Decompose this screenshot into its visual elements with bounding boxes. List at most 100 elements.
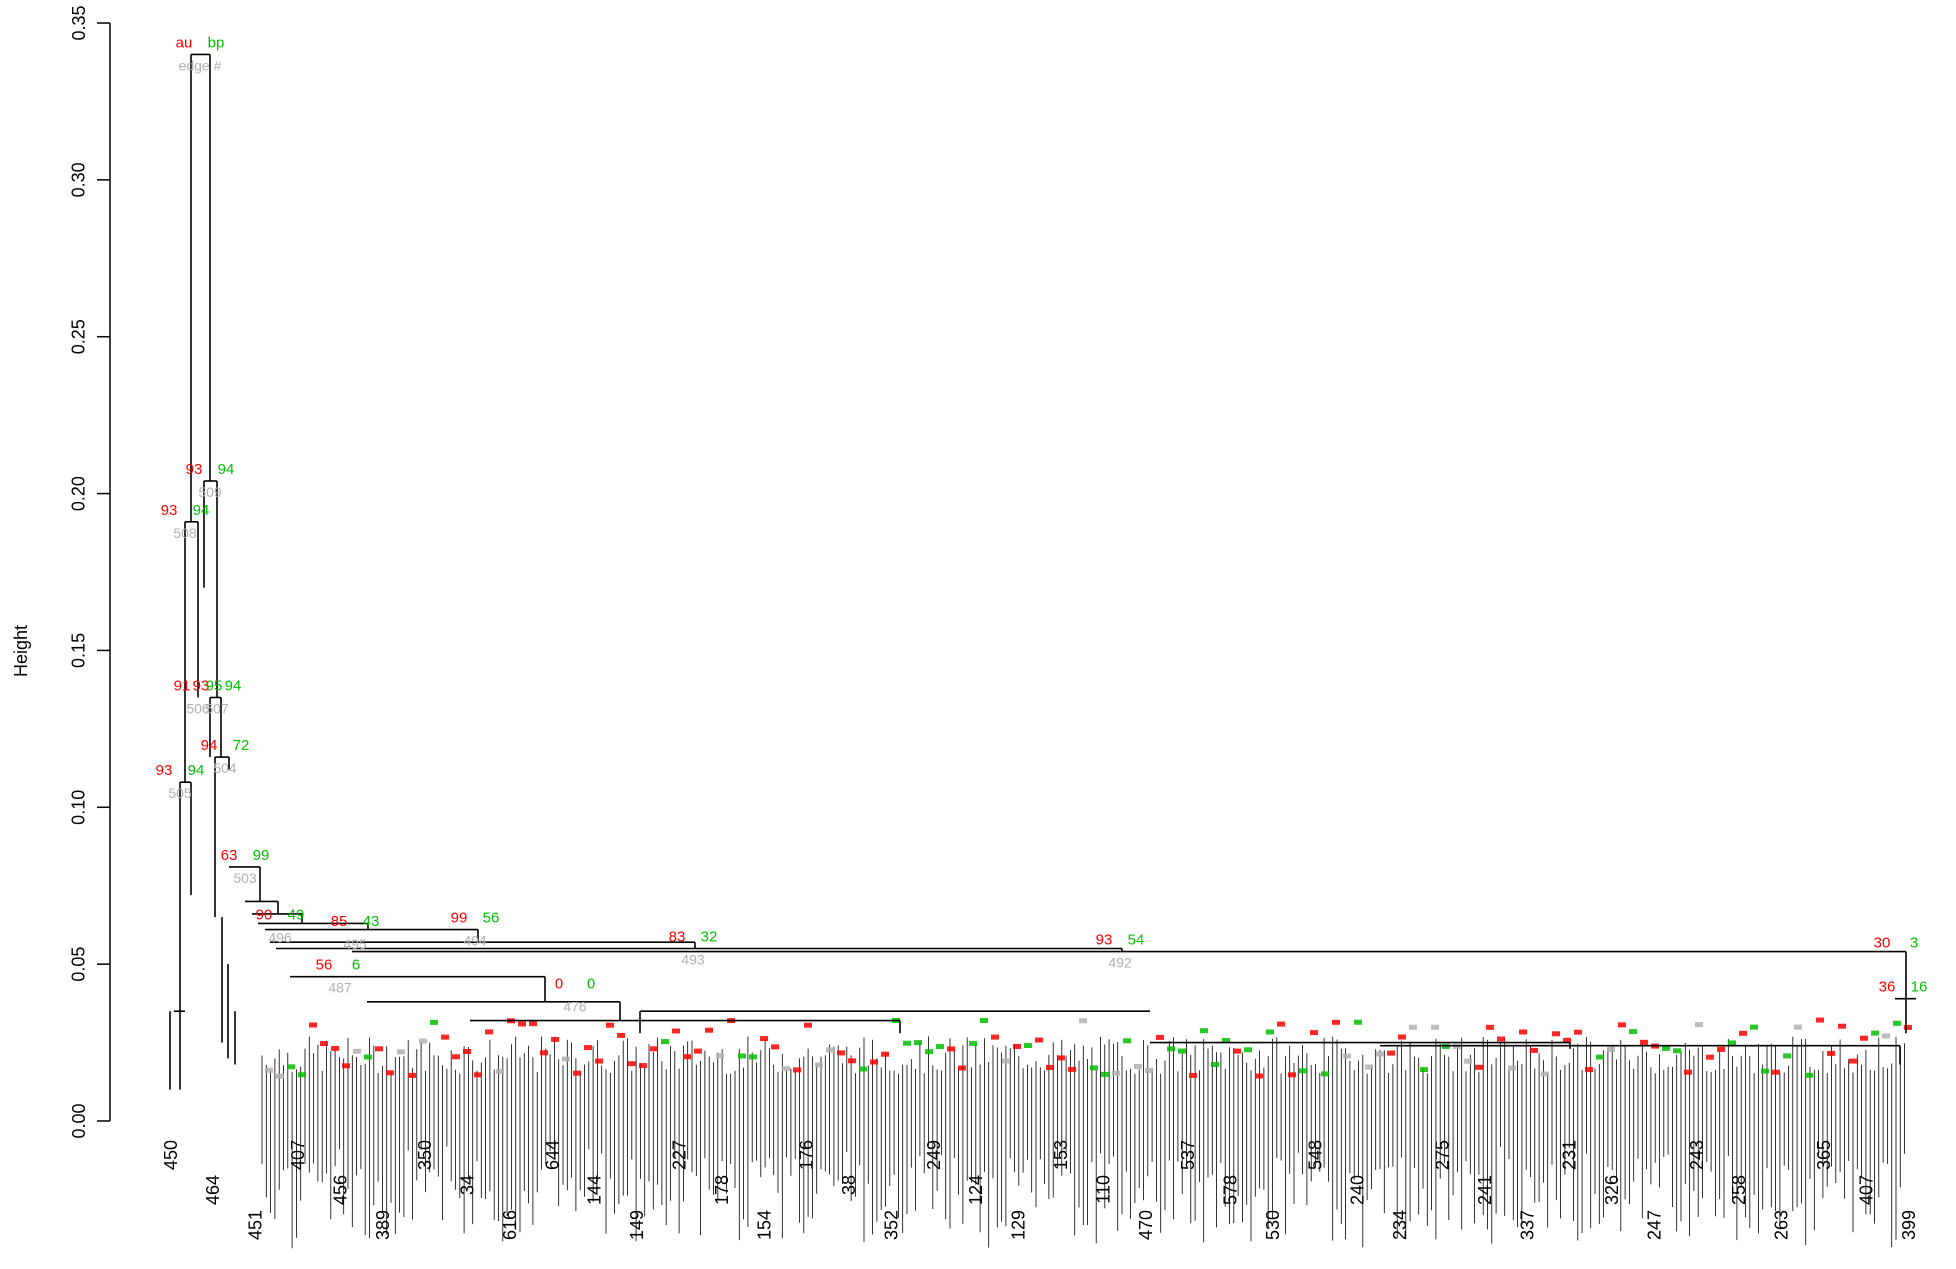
node-label-mark (1299, 1068, 1307, 1074)
node-label-mark (419, 1038, 427, 1044)
edge-label: 503 (233, 870, 257, 886)
node-label-mark (672, 1028, 680, 1034)
leaf-label: 258 (1729, 1175, 1749, 1205)
node-label-mark (397, 1049, 405, 1055)
node-label-mark (925, 1049, 933, 1055)
node-label-mark (606, 1022, 614, 1028)
node-label-mark (815, 1062, 823, 1068)
leaf-label: 275 (1432, 1140, 1452, 1170)
node-label-mark (298, 1072, 306, 1078)
y-tick-label: 0.20 (69, 476, 89, 511)
au-label: 36 (1879, 979, 1896, 996)
leaf-label: 389 (373, 1210, 393, 1240)
node-label-mark (1453, 1044, 1461, 1050)
node-label-mark (1772, 1069, 1780, 1075)
node-label-mark (980, 1018, 988, 1023)
node-label-mark (1343, 1053, 1351, 1059)
leaf-label: 176 (797, 1140, 817, 1170)
au-label: 93 (1096, 932, 1113, 949)
leaf-label: 644 (542, 1140, 562, 1170)
node-label-mark (1222, 1038, 1230, 1043)
node-label-mark (771, 1044, 779, 1050)
node-label-mark (914, 1040, 922, 1046)
node-label-mark (595, 1058, 603, 1064)
leaf-label: 234 (1390, 1210, 1410, 1240)
node-label-mark (991, 1034, 999, 1040)
bp-label: 94 (225, 677, 242, 694)
au-label: 94 (201, 737, 218, 754)
node-label-mark (573, 1070, 581, 1076)
leaf-label: 326 (1602, 1175, 1622, 1205)
bp-label: 32 (701, 928, 718, 945)
node-label-mark (661, 1039, 669, 1045)
node-label-mark (1827, 1050, 1835, 1056)
node-label-mark (1585, 1067, 1593, 1073)
node-label-mark (562, 1056, 570, 1062)
node-label-mark (1024, 1043, 1032, 1048)
node-label-mark (1849, 1058, 1857, 1064)
node-label-mark (1882, 1033, 1890, 1039)
node-label-mark (1629, 1029, 1637, 1035)
leaf-label: 352 (881, 1210, 901, 1240)
node-label-mark (1288, 1072, 1296, 1078)
node-label-mark (694, 1048, 702, 1054)
node-label-mark (1046, 1064, 1054, 1070)
bp-label: bp (208, 34, 225, 51)
leaf-label: 365 (1814, 1140, 1834, 1170)
edge-label: 508 (173, 525, 197, 541)
y-tick-label: 0.10 (69, 790, 89, 825)
leaf-label: 578 (1221, 1175, 1241, 1205)
node-label-mark (1662, 1045, 1670, 1051)
node-label-mark (958, 1065, 966, 1071)
node-label-mark (1728, 1040, 1736, 1046)
node-label-mark (287, 1064, 295, 1070)
edge-label: 509 (198, 484, 222, 500)
node-label-mark (650, 1046, 658, 1052)
leaf-label: 470 (1136, 1210, 1156, 1240)
edge-label: 476 (563, 999, 587, 1015)
leaf-label: 263 (1772, 1210, 1792, 1240)
node-label-mark (551, 1036, 559, 1042)
bp-label: 56 (483, 910, 500, 927)
node-label-mark (639, 1063, 647, 1069)
bp-label: 54 (1128, 932, 1145, 949)
node-label-mark (826, 1047, 834, 1053)
node-label-mark (1057, 1055, 1065, 1061)
node-label-mark (1365, 1064, 1373, 1070)
node-label-mark (1321, 1071, 1329, 1077)
node-label-mark (1673, 1048, 1681, 1054)
node-label-mark (1541, 1071, 1549, 1077)
node-label-mark (1519, 1029, 1527, 1035)
node-label-mark (1101, 1071, 1109, 1077)
node-label-mark (1805, 1072, 1813, 1078)
node-label-mark (342, 1063, 350, 1069)
node-label-mark (353, 1048, 361, 1054)
node-label-mark (485, 1029, 493, 1035)
leaf-label: 231 (1560, 1140, 1580, 1170)
leaf-label: 548 (1305, 1140, 1325, 1170)
node-label-mark (1431, 1024, 1439, 1030)
leaf-label: 129 (1009, 1210, 1029, 1240)
node-label-mark (1178, 1048, 1186, 1054)
leaf-label: 399 (1899, 1210, 1919, 1240)
node-label-mark (1068, 1066, 1076, 1072)
au-label: 93 (161, 502, 178, 519)
node-label-mark (1035, 1037, 1043, 1043)
leaf-label: 154 (754, 1210, 774, 1240)
node-label-mark (749, 1054, 757, 1060)
bp-label: 49 (288, 906, 305, 923)
leaf-label: 34 (457, 1175, 477, 1195)
leaf-label: 124 (966, 1175, 986, 1205)
y-axis: 0.00 0.05 0.10 0.15 0.20 0.25 0.30 0.35 (69, 5, 111, 1139)
bp-label: 3 (1910, 935, 1918, 952)
node-label-mark (408, 1072, 416, 1078)
node-label-mark (1112, 1070, 1120, 1076)
edge-label: edge # (179, 57, 222, 73)
node-label-mark (1211, 1062, 1219, 1067)
node-label-mark (837, 1050, 845, 1056)
leaf-label: 451 (246, 1210, 266, 1240)
node-label-mark (1255, 1073, 1263, 1079)
leaf-label: 110 (1093, 1175, 1113, 1204)
node-label-mark (1310, 1030, 1318, 1036)
edge-label: 494 (463, 933, 487, 949)
